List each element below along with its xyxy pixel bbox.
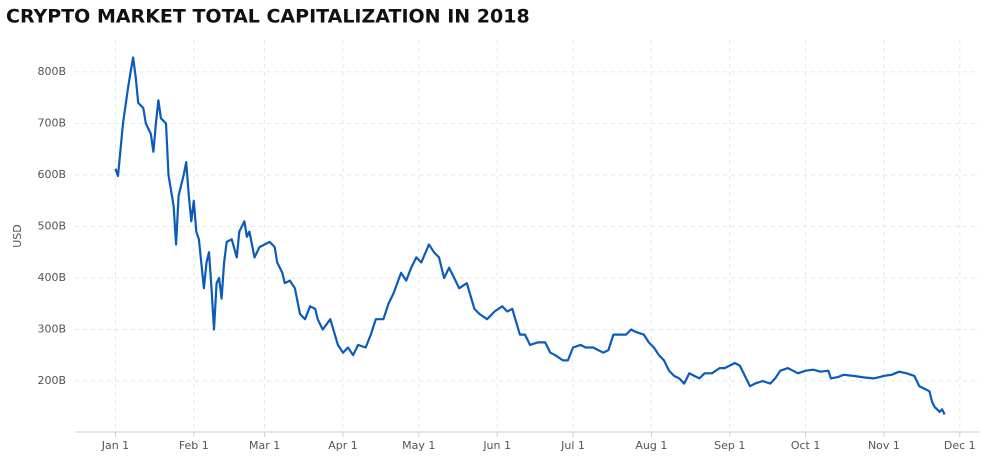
chart-title: CRYPTO MARKET TOTAL CAPITALIZATION IN 20… (6, 6, 530, 28)
x-tick-label: Dec 1 (944, 439, 976, 452)
x-tick-label: Mar 1 (249, 439, 280, 452)
y-tick-label: 300B (37, 322, 66, 335)
x-tick-label: Jan 1 (101, 439, 129, 452)
x-tick-label: Aug 1 (635, 439, 667, 452)
x-tick-label: Apr 1 (328, 439, 358, 452)
x-tick-label: Nov 1 (868, 439, 900, 452)
x-tick-label: Feb 1 (179, 439, 209, 452)
x-tick-label: Jun 1 (482, 439, 511, 452)
x-tick-label: Jul 1 (560, 439, 585, 452)
y-tick-label: 500B (37, 219, 66, 232)
y-tick-label: 800B (37, 65, 66, 78)
y-axis-label: USD (11, 224, 24, 248)
x-tick-label: May 1 (402, 439, 435, 452)
line-series (114, 56, 946, 415)
x-tick-label: Oct 1 (791, 439, 821, 452)
y-tick-label: 700B (37, 116, 66, 129)
y-tick-label: 200B (37, 374, 66, 387)
y-tick-label: 600B (37, 168, 66, 181)
y-tick-label: 400B (37, 271, 66, 284)
x-tick-label: Sep 1 (714, 439, 745, 452)
